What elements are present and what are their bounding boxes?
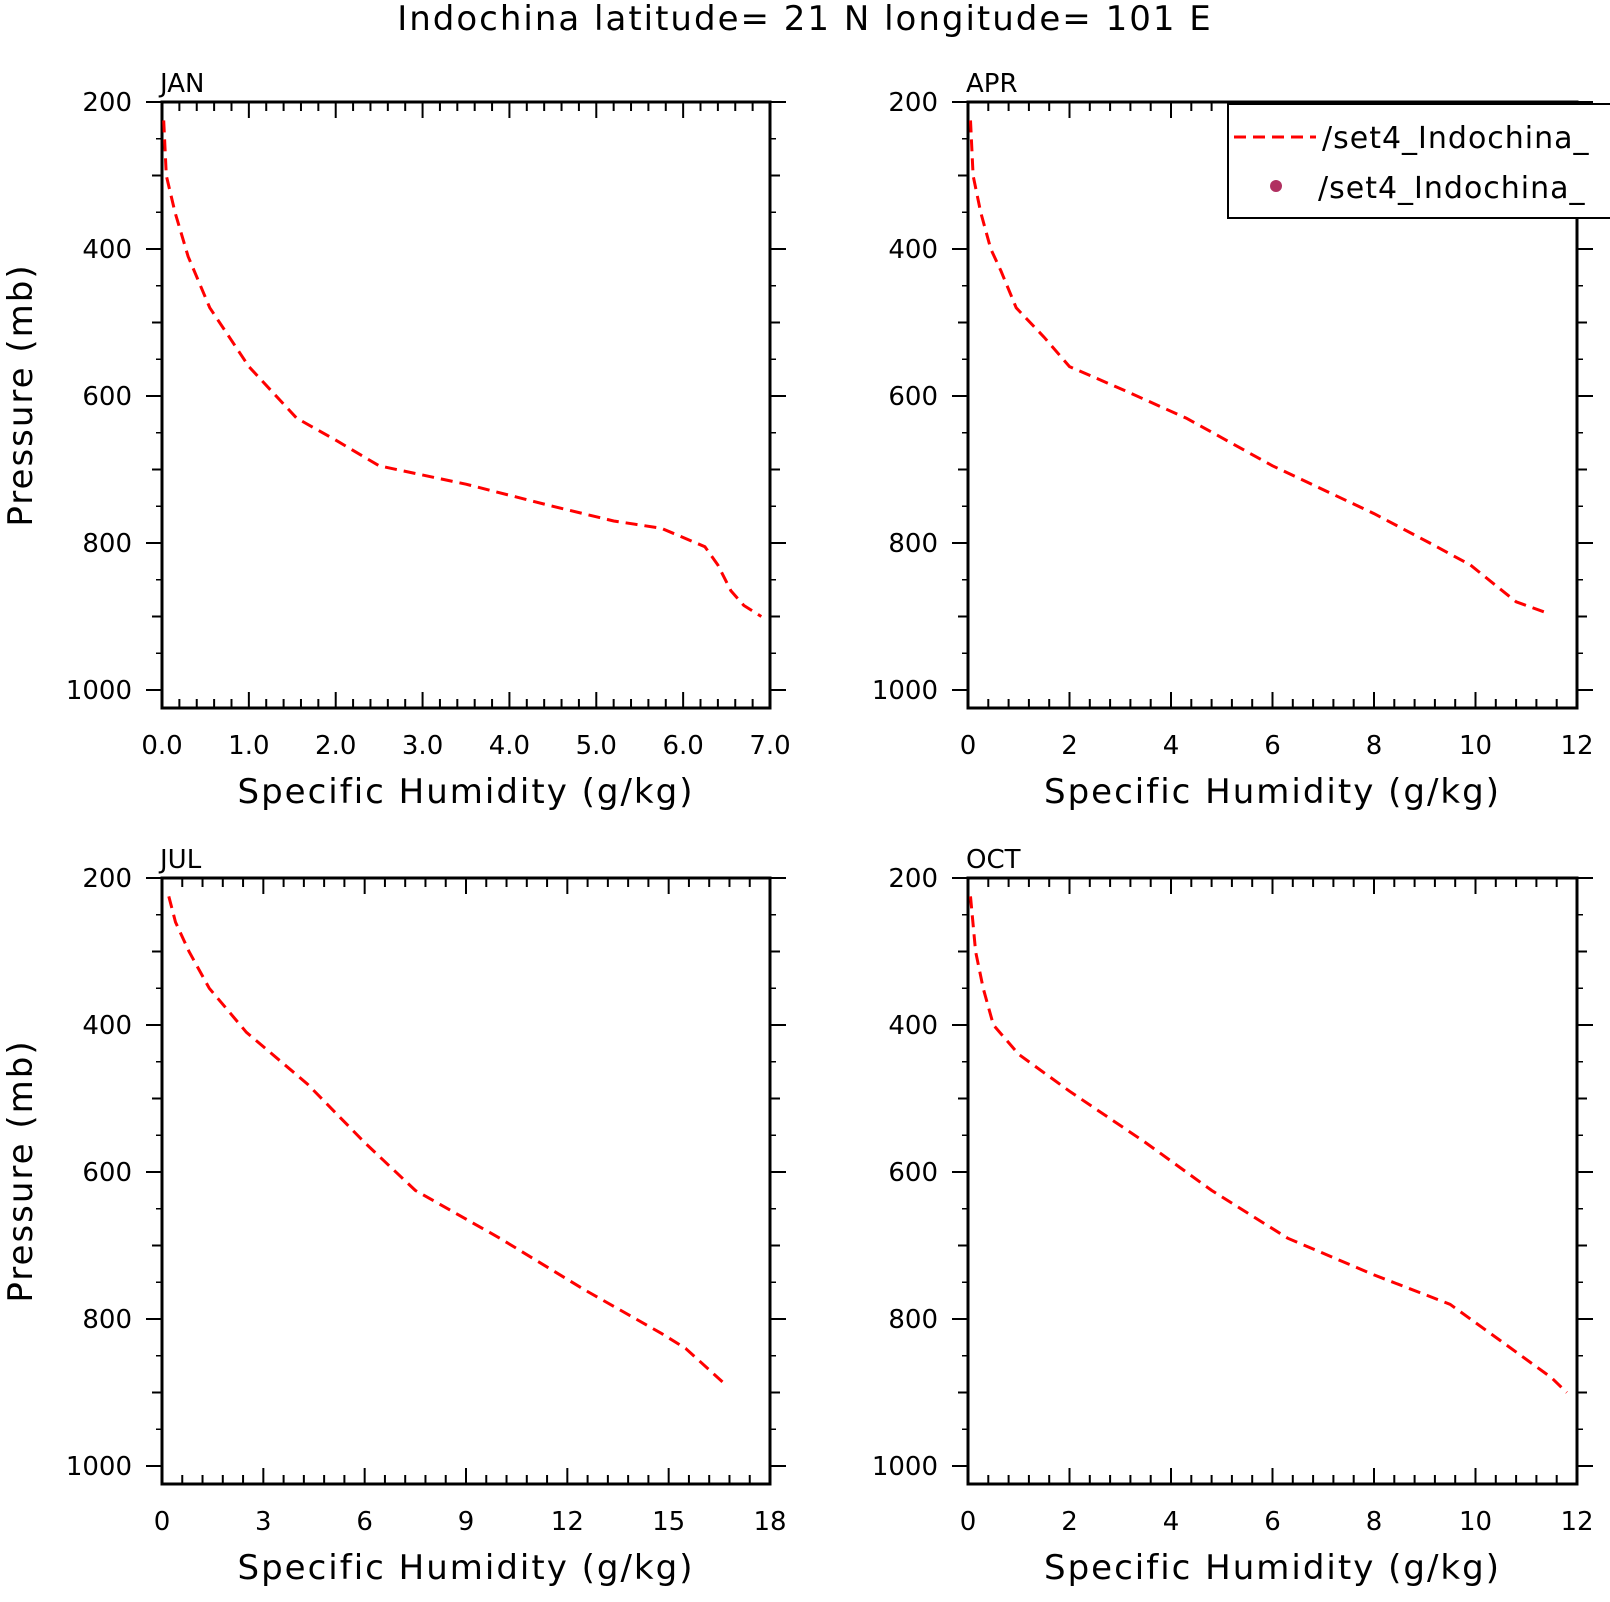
series-line-jul: [167, 896, 728, 1387]
y-tick-label: 200: [888, 864, 938, 894]
y-tick-label: 400: [888, 235, 938, 265]
y-tick-label: 1000: [872, 676, 938, 706]
panel-label: JUL: [158, 845, 202, 875]
y-tick-label: 600: [82, 1158, 132, 1188]
x-tick-label: 3.0: [402, 731, 443, 761]
y-tick-label: 400: [888, 1011, 938, 1041]
panel-label: JAN: [158, 69, 204, 99]
panel-label: APR: [966, 69, 1018, 99]
legend-dot-swatch: [1270, 180, 1282, 192]
x-tick-label: 0: [960, 731, 977, 761]
x-axis-label: Specific Humidity (g/kg): [238, 1548, 695, 1588]
y-tick-label: 800: [888, 529, 938, 559]
y-tick-label: 800: [82, 529, 132, 559]
panel-jul: JUL 0 3 6 9 12 15 18 200 400 600 800 1000 Specific Hu…: [1, 845, 787, 1588]
x-axis-label: Specific Humidity (g/kg): [238, 772, 695, 812]
plot-frame: [160, 876, 772, 1486]
x-tick-label: 18: [753, 1507, 786, 1537]
y-tick-label: 200: [82, 864, 132, 894]
y-tick-label: 1000: [66, 1452, 132, 1482]
x-tick-label: 7.0: [749, 731, 790, 761]
y-tick-label: 800: [888, 1305, 938, 1335]
x-tick-label: 10: [1459, 731, 1492, 761]
x-tick-label: 0: [154, 1507, 171, 1537]
x-tick-label: 6.0: [662, 731, 703, 761]
x-tick-label: 6: [1264, 731, 1281, 761]
y-tick-label: 400: [82, 235, 132, 265]
x-tick-label: 2: [1061, 731, 1078, 761]
x-axis-label: Specific Humidity (g/kg): [1044, 1548, 1501, 1588]
y-tick-label: 600: [888, 382, 938, 412]
series-line-jan: [162, 120, 763, 618]
x-tick-label: 3: [255, 1507, 272, 1537]
series-line-oct: [969, 896, 1568, 1394]
legend-entry-label: /set4_Indochina_: [1322, 121, 1590, 156]
x-tick-label: 15: [652, 1507, 685, 1537]
y-axis-label: Pressure (mb): [1, 263, 41, 526]
y-tick-label: 1000: [872, 1452, 938, 1482]
x-tick-label: 12: [1560, 731, 1593, 761]
x-tick-label: 8: [1366, 731, 1383, 761]
legend-box: [1227, 103, 1610, 219]
x-tick-label: 6: [356, 1507, 373, 1537]
x-tick-label: 12: [551, 1507, 584, 1537]
panel-jan: JAN 0.0 1.0 2.0 3.0 4.0 5.0 6.0 7.0 200 400 600 800 1…: [1, 69, 791, 812]
plot-frame: [160, 100, 772, 710]
y-tick-label: 200: [82, 88, 132, 118]
x-tick-label: 0: [960, 1507, 977, 1537]
x-tick-label: 9: [458, 1507, 475, 1537]
y-tick-label: 1000: [66, 676, 132, 706]
x-tick-label: 4: [1163, 731, 1180, 761]
x-tick-label: 1.0: [228, 731, 269, 761]
x-tick-label: 10: [1459, 1507, 1492, 1537]
legend-entry-label: /set4_Indochina_: [1318, 171, 1586, 206]
y-tick-label: 600: [888, 1158, 938, 1188]
x-tick-label: 12: [1560, 1507, 1593, 1537]
y-tick-label: 400: [82, 1011, 132, 1041]
panel-label: OCT: [966, 845, 1021, 875]
plot-frame: [966, 876, 1579, 1486]
x-tick-label: 2: [1061, 1507, 1078, 1537]
x-tick-label: 5.0: [576, 731, 617, 761]
x-tick-label: 0.0: [141, 731, 182, 761]
x-tick-label: 6: [1264, 1507, 1281, 1537]
legend: /set4_Indochina_ /set4_Indochina_: [1227, 103, 1610, 219]
y-tick-label: 600: [82, 382, 132, 412]
y-tick-label: 200: [888, 88, 938, 118]
x-tick-label: 8: [1366, 1507, 1383, 1537]
x-tick-label: 4: [1163, 1507, 1180, 1537]
x-axis-label: Specific Humidity (g/kg): [1044, 772, 1501, 812]
figure-title: Indochina latitude= 21 N longitude= 101 …: [397, 0, 1213, 39]
panel-oct: OCT 0 2 4 6 8 10 12 200 400 600 800 1000 Specific Hum…: [872, 845, 1594, 1588]
y-tick-label: 800: [82, 1305, 132, 1335]
x-tick-label: 4.0: [489, 731, 530, 761]
y-axis-label: Pressure (mb): [1, 1039, 41, 1302]
x-tick-label: 2.0: [315, 731, 356, 761]
